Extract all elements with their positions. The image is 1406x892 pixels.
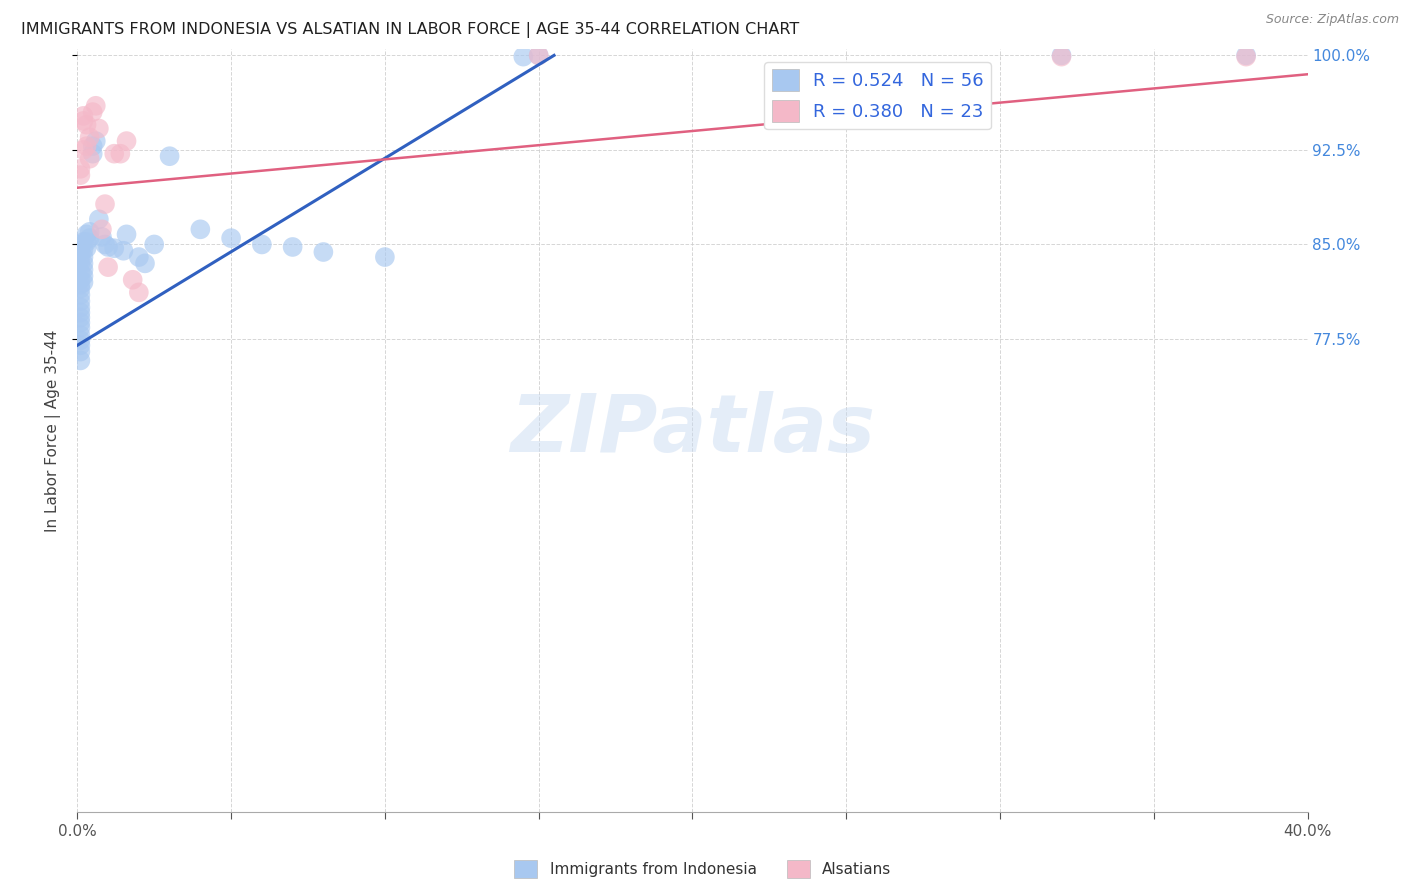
Y-axis label: In Labor Force | Age 35-44: In Labor Force | Age 35-44 [45, 329, 62, 532]
Point [69, 344, 91, 359]
Point [527, 48, 550, 62]
Point [219, 231, 242, 245]
Point [1050, 48, 1073, 62]
Legend: Immigrants from Indonesia, Alsatians: Immigrants from Indonesia, Alsatians [509, 854, 897, 884]
Point [121, 273, 143, 287]
Point [69, 353, 91, 368]
Point [115, 134, 138, 148]
Point [69, 320, 91, 334]
Point [69, 301, 91, 315]
Point [527, 48, 550, 62]
Point [103, 146, 125, 161]
Point [82, 139, 104, 153]
Point [69, 265, 91, 279]
Point [79, 152, 101, 166]
Point [69, 168, 91, 182]
Point [374, 250, 396, 264]
Point [94, 237, 117, 252]
Point [72, 109, 94, 123]
Point [69, 273, 91, 287]
Point [69, 244, 91, 258]
Point [69, 333, 91, 347]
Point [69, 288, 91, 302]
Point [72, 275, 94, 289]
Point [134, 256, 156, 270]
Point [84, 99, 107, 113]
Point [72, 235, 94, 249]
Point [90, 230, 114, 244]
Point [69, 250, 91, 264]
Point [69, 161, 91, 176]
Legend: R = 0.524   N = 56, R = 0.380   N = 23: R = 0.524 N = 56, R = 0.380 N = 23 [765, 62, 991, 129]
Point [79, 225, 101, 239]
Point [1050, 49, 1073, 63]
Point [512, 49, 534, 63]
Point [87, 212, 110, 227]
Point [97, 260, 120, 274]
Point [79, 130, 101, 145]
Point [94, 197, 117, 211]
Text: Source: ZipAtlas.com: Source: ZipAtlas.com [1265, 13, 1399, 27]
Point [1234, 49, 1257, 63]
Point [82, 105, 104, 120]
Point [69, 328, 91, 343]
Point [72, 262, 94, 277]
Point [76, 235, 98, 249]
Point [72, 243, 94, 257]
Point [115, 227, 138, 242]
Point [76, 241, 98, 255]
Point [250, 237, 273, 252]
Point [72, 143, 94, 157]
Point [97, 240, 120, 254]
Point [69, 316, 91, 330]
Point [76, 118, 98, 132]
Point [90, 222, 114, 236]
Point [69, 338, 91, 352]
Point [188, 222, 212, 236]
Point [112, 244, 135, 258]
Point [128, 285, 150, 300]
Text: IMMIGRANTS FROM INDONESIA VS ALSATIAN IN LABOR FORCE | AGE 35-44 CORRELATION CHA: IMMIGRANTS FROM INDONESIA VS ALSATIAN IN… [21, 22, 800, 38]
Point [79, 231, 101, 245]
Point [69, 305, 91, 319]
Point [69, 256, 91, 270]
Point [281, 240, 304, 254]
Point [72, 114, 94, 128]
Point [128, 250, 150, 264]
Point [76, 139, 98, 153]
Point [110, 146, 132, 161]
Text: ZIPatlas: ZIPatlas [510, 392, 875, 469]
Point [312, 245, 335, 260]
Point [1234, 48, 1257, 62]
Point [84, 134, 107, 148]
Point [72, 256, 94, 270]
Point [159, 149, 181, 163]
Point [143, 237, 166, 252]
Point [69, 294, 91, 309]
Point [82, 146, 104, 161]
Point [69, 277, 91, 292]
Point [69, 282, 91, 296]
Point [69, 310, 91, 325]
Point [69, 237, 91, 252]
Point [76, 227, 98, 242]
Point [103, 241, 125, 255]
Point [87, 121, 110, 136]
Point [72, 250, 94, 264]
Point [72, 268, 94, 283]
